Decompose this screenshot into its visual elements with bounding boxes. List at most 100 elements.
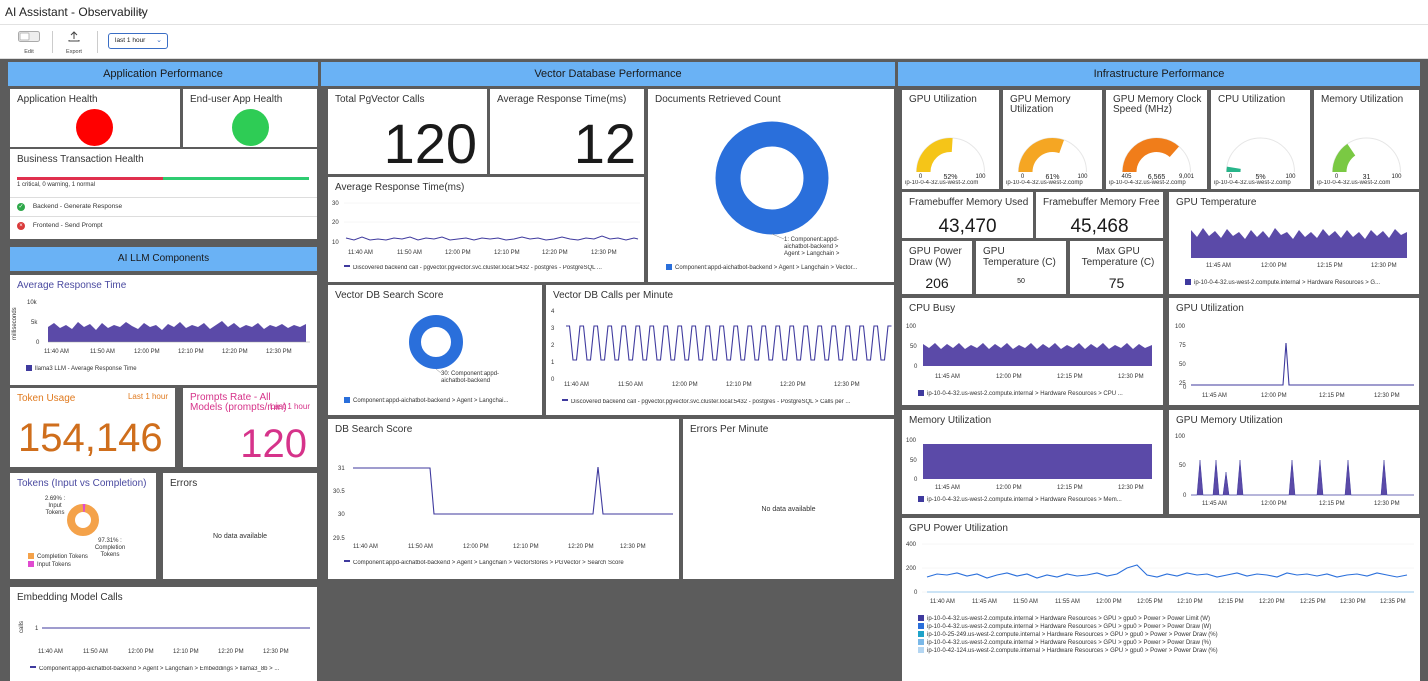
gauge-fill	[1122, 138, 1179, 172]
embedding-calls-panel[interactable]: Embedding Model Calls calls 1 11:40 AM 1…	[10, 587, 317, 681]
avg-response-line-chart: 30 20 10 11:40 AM 11:50 AM 12:00 PM 12:1…	[332, 201, 640, 256]
gpu-memory-utilization-panel[interactable]: GPU Memory Utilization 100 50 0 11:45 AM…	[1169, 410, 1419, 514]
prompts-rate-panel[interactable]: Prompts Rate - All Models (prompts/min) …	[183, 388, 317, 467]
chart-legend: Discovered backend call - pgvector.pgvec…	[344, 265, 639, 271]
db-search-score-chart: 31 30.5 30 29.5 11:40 AM 11:50 AM 12:00 …	[333, 466, 673, 550]
avg-response-ms-value: 12	[573, 112, 636, 175]
panel-title: DB Search Score	[335, 424, 413, 435]
title-bar: AI Assistant - Observability ⌄	[0, 0, 1428, 25]
panel-title: Average Response Time(ms)	[335, 182, 465, 193]
gauge-panel[interactable]: GPU Utilization 0 100 52% ip-10-0-4-32.us-we…	[902, 90, 999, 189]
x-tick-label: 12:00 PM	[996, 374, 1022, 380]
gauge-value: 5%	[1255, 174, 1265, 181]
search-score-panel[interactable]: Vector DB Search Score 30: Component:app…	[328, 285, 542, 415]
donut-slice	[715, 121, 829, 235]
x-tick-label: 11:40 AM	[930, 599, 955, 605]
bt-health-panel[interactable]: Business Transaction Health 1 critical, …	[10, 149, 317, 239]
gauge-max-label: 100	[1391, 174, 1402, 180]
dashboard-title: AI Assistant - Observability	[5, 5, 148, 19]
gpu-power-panel[interactable]: GPU Power Draw (W) 206	[902, 241, 972, 294]
max-gpu-temp-panel[interactable]: Max GPU Temperature (C) 75	[1070, 241, 1163, 294]
tokens-panel[interactable]: Tokens (Input vs Completion) 2.69% : Inp…	[10, 473, 156, 579]
panel-title: Memory Utilization	[909, 415, 992, 426]
x-tick-label: 12:35 PM	[1380, 599, 1406, 605]
edit-button[interactable]: Edit	[12, 29, 46, 55]
gpu-utilization-panel[interactable]: GPU Utilization 100 75 50 25 0 11:45 AM …	[1169, 298, 1419, 405]
chart-legend: Component:appd-aichatbot-backend > Agent…	[344, 560, 674, 566]
db-search-score-panel[interactable]: DB Search Score 31 30.5 30 29.5 11:40 AM…	[328, 419, 679, 579]
legend-label: Discovered backend call - pgvector.pgvec…	[571, 399, 851, 405]
x-tick-label: 12:10 PM	[513, 544, 539, 550]
token-usage-panel[interactable]: Token Usage Last 1 hour 154,146	[10, 388, 175, 467]
gauge-chart: 0 100 5%	[1226, 137, 1296, 181]
llm-avg-response-panel[interactable]: Average Response Time milliseconds 10k 5…	[10, 275, 317, 385]
y-tick-label: 29.5	[333, 536, 345, 542]
edit-label: Edit	[24, 49, 34, 55]
chart-legend: Component:appd-aichatbot-backend > Agent…	[344, 397, 539, 404]
gpu-temp-panel[interactable]: GPU Temperature (C) 50	[976, 241, 1066, 294]
gauge-panel[interactable]: GPU Memory Clock Speed (MHz) 405 9,001 6,56…	[1106, 90, 1207, 189]
enduser-health-panel[interactable]: End-user App Health	[183, 89, 317, 147]
panel-title: Memory Utilization	[1321, 94, 1404, 105]
y-tick-label: 0	[36, 340, 40, 346]
avg-response-ms-panel[interactable]: Average Response Time(ms) 12	[490, 89, 644, 175]
donut-slice-completion	[67, 504, 99, 536]
legend-label: Component:appd-aichatbot-backend > Agent…	[353, 398, 509, 404]
panel-title: GPU Utilization	[1176, 303, 1244, 314]
cpu-busy-panel[interactable]: CPU Busy 100 50 0 11:45 AM 12:00 PM 12:1…	[902, 298, 1163, 405]
llm-errors-panel[interactable]: Errors No data available	[163, 473, 317, 579]
gauge-panel[interactable]: CPU Utilization 0 100 5% ip-10-0-4-32.us-wes…	[1211, 90, 1310, 189]
legend-swatch	[666, 264, 672, 270]
fb-free-panel[interactable]: Framebuffer Memory Free 45,468	[1036, 192, 1163, 238]
line-series	[926, 564, 1408, 579]
avg-response-chart-panel[interactable]: Average Response Time(ms) 30 20 10 11:40…	[328, 177, 644, 282]
calls-per-minute-panel[interactable]: Vector DB Calls per Minute 4 3 2 1 0 11:…	[546, 285, 894, 415]
gauge-min-label: 0	[1335, 174, 1339, 180]
legend-swatch	[28, 561, 34, 567]
panel-title: Errors Per Minute	[690, 424, 769, 435]
panel-title: Application Health	[17, 94, 98, 105]
tokens-donut-chart	[67, 503, 99, 536]
export-button[interactable]: Export	[57, 29, 91, 55]
panel-title: GPU Temperature	[1176, 197, 1257, 208]
search-score-donut-chart	[409, 315, 463, 374]
line-series	[353, 466, 673, 515]
time-range-select[interactable]: last 1 hour ⌄	[108, 33, 168, 49]
donut-label-completion: 97.31% : Completion Tokens	[94, 538, 126, 558]
gpu-temp-value: 50	[1017, 278, 1025, 285]
line-series	[566, 325, 892, 361]
critical-bar	[17, 177, 163, 180]
gauge-value: 52%	[943, 174, 957, 181]
x-tick-label: 12:00 PM	[1261, 263, 1287, 269]
documents-retrieved-panel[interactable]: Documents Retrieved Count 1: Component:a…	[648, 89, 894, 282]
fb-used-panel[interactable]: Framebuffer Memory Used 43,470	[902, 192, 1033, 238]
panel-title: Business Transaction Health	[17, 154, 144, 165]
gpu-power-utilization-panel[interactable]: GPU Power Utilization 400 200 0 11:40 AM…	[902, 518, 1420, 681]
chart-legend: ip-10-0-4-32.us-west-2.compute.internal …	[918, 390, 1158, 397]
legend-item: Input Tokens	[28, 561, 71, 568]
bt-row[interactable]: × Frontend - Send Prompt	[17, 222, 103, 230]
panel-title: End-user App Health	[190, 94, 283, 105]
legend-item: ip-10-0-4-32.us-west-2.compute.internal …	[918, 623, 1416, 630]
line-series	[345, 235, 639, 241]
export-label: Export	[66, 49, 82, 55]
bt-row[interactable]: ✓ Backend - Generate Response	[17, 203, 122, 211]
panel-title: Errors	[170, 478, 198, 489]
memory-utilization-chart: 100 50 0 11:45 AM 12:00 PM 12:15 PM 12:3…	[906, 438, 1152, 491]
gauge-panel[interactable]: Memory Utilization 0 100 31 ip-10-0-4-32.us-…	[1314, 90, 1419, 189]
gpu-temperature-panel[interactable]: GPU Temperature 11:45 AM 12:00 PM 12:15 …	[1169, 192, 1419, 294]
x-tick-label: 12:00 PM	[1261, 501, 1287, 507]
chevron-down-icon[interactable]: ⌄	[136, 5, 146, 17]
panel-title: CPU Utilization	[1218, 94, 1286, 105]
pgvector-calls-panel[interactable]: Total PgVector Calls 120	[328, 89, 487, 175]
errors-per-minute-panel[interactable]: Errors Per Minute No data available	[683, 419, 894, 579]
gauge-panel[interactable]: GPU Memory Utilization 0 100 61% ip-10-0-4-3…	[1003, 90, 1102, 189]
app-health-panel[interactable]: Application Health	[10, 89, 180, 147]
x-tick-label: 11:40 AM	[564, 382, 589, 388]
x-tick-label: 12:10 PM	[494, 250, 520, 256]
line-series	[1191, 342, 1414, 386]
gauge-fill	[1332, 143, 1356, 172]
legend-item: Completion Tokens	[28, 553, 88, 560]
memory-utilization-panel[interactable]: Memory Utilization 100 50 0 11:45 AM 12:…	[902, 410, 1163, 514]
panel-title: Average Response Time(ms)	[497, 94, 627, 105]
